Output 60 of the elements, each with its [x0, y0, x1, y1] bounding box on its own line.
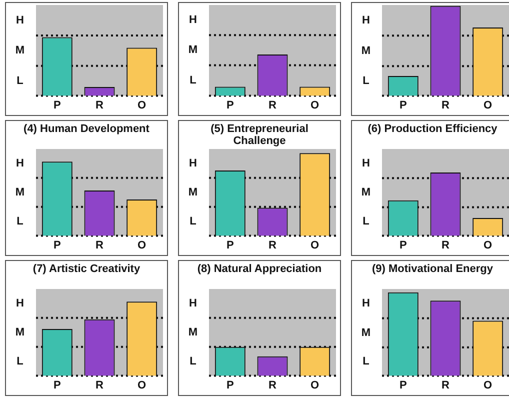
text: H: [362, 14, 370, 26]
x-tick-label: O: [484, 379, 493, 392]
x-tick-label: R: [442, 99, 450, 112]
text: M: [15, 326, 25, 338]
text: H: [362, 298, 370, 310]
text: H: [362, 158, 370, 170]
x-tick-label: P: [53, 239, 61, 252]
text: M: [188, 326, 198, 338]
x-tick-label: P: [226, 99, 234, 112]
x-tick-label: R: [268, 379, 277, 392]
text: H: [189, 14, 198, 26]
text: L: [362, 356, 370, 368]
text: L: [16, 355, 24, 368]
chart-title: (6) Production Efficiency: [366, 122, 498, 137]
text: H: [16, 14, 24, 26]
text: L: [16, 215, 24, 228]
text: L: [190, 355, 197, 368]
x-tick-label: O: [138, 239, 147, 252]
text: H: [189, 298, 198, 310]
text: M: [15, 44, 25, 57]
x-tick-label: R: [268, 239, 277, 252]
text: H: [16, 158, 24, 170]
text: M: [188, 186, 198, 198]
x-tick-label: R: [96, 379, 104, 392]
x-tick-label: R: [96, 99, 104, 112]
chart-title: (5) Entrepreneurial Challenge: [210, 122, 310, 147]
text: L: [16, 74, 24, 87]
chart-title: (8) Natural Appreciation: [196, 262, 323, 277]
x-tick-label: O: [310, 239, 320, 252]
x-tick-label: O: [138, 99, 147, 112]
x-tick-label: P: [399, 99, 407, 112]
text: M: [361, 186, 371, 199]
text: M: [361, 326, 371, 339]
x-tick-label: O: [310, 99, 320, 112]
x-tick-label: P: [399, 379, 407, 392]
x-tick-label: P: [53, 99, 61, 112]
x-tick-label: P: [226, 379, 234, 392]
text: H: [16, 298, 24, 310]
x-tick-label: O: [484, 239, 493, 252]
text: L: [362, 216, 370, 228]
x-tick-label: P: [226, 239, 234, 252]
x-tick-label: P: [399, 239, 407, 252]
text: M: [188, 44, 198, 56]
x-tick-label: O: [484, 99, 493, 112]
chart-title: (9) Motivational Energy: [370, 262, 494, 277]
chart-title: (4) Human Development: [22, 122, 150, 137]
text: L: [190, 74, 197, 87]
text: H: [189, 158, 198, 170]
x-tick-label: O: [310, 379, 320, 392]
x-tick-label: R: [268, 99, 277, 112]
text: M: [15, 186, 25, 198]
chart-title: (7) Artistic Creativity: [32, 262, 142, 277]
text: L: [190, 215, 197, 228]
x-tick-label: R: [442, 379, 450, 392]
x-tick-label: R: [96, 239, 104, 252]
x-tick-label: P: [53, 379, 61, 392]
x-tick-label: R: [442, 239, 450, 252]
x-tick-label: O: [138, 379, 147, 392]
text: M: [361, 44, 371, 57]
text: L: [362, 75, 370, 87]
